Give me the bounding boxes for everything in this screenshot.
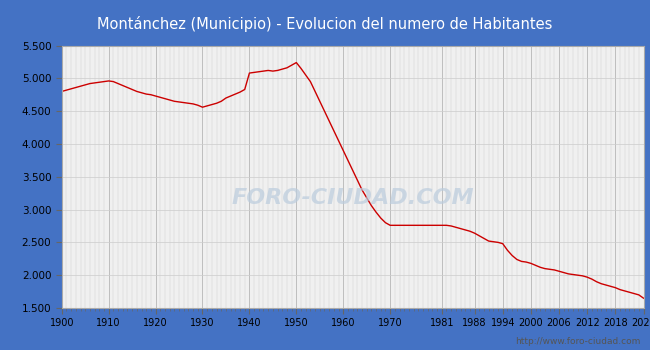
Text: Montánchez (Municipio) - Evolucion del numero de Habitantes: Montánchez (Municipio) - Evolucion del n… [98, 16, 552, 32]
Text: http://www.foro-ciudad.com: http://www.foro-ciudad.com [515, 337, 640, 346]
Text: FORO-CIUDAD.COM: FORO-CIUDAD.COM [231, 188, 474, 208]
